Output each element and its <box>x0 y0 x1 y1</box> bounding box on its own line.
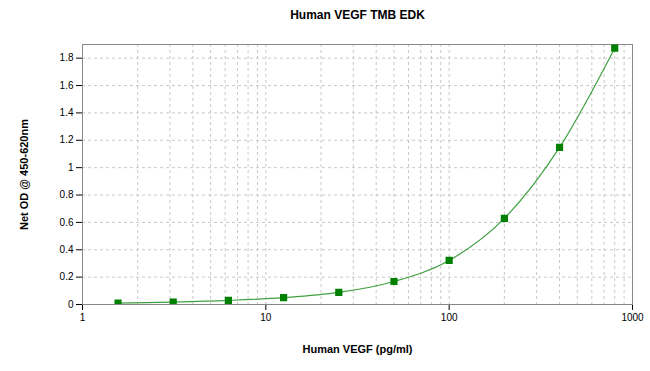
svg-text:0: 0 <box>68 299 74 310</box>
svg-text:10: 10 <box>260 312 272 323</box>
svg-text:1: 1 <box>68 162 74 173</box>
svg-text:0.4: 0.4 <box>60 244 74 255</box>
svg-text:Human VEGF TMB EDK: Human VEGF TMB EDK <box>290 8 425 22</box>
svg-text:0.2: 0.2 <box>60 271 74 282</box>
svg-text:1.6: 1.6 <box>60 80 74 91</box>
svg-text:0.6: 0.6 <box>60 217 74 228</box>
svg-text:1000: 1000 <box>621 312 644 323</box>
svg-text:1.2: 1.2 <box>60 134 74 145</box>
svg-text:Net OD @ 450-620nm: Net OD @ 450-620nm <box>18 119 30 230</box>
svg-text:1.4: 1.4 <box>60 107 74 118</box>
svg-text:1.8: 1.8 <box>60 52 74 63</box>
svg-text:0.8: 0.8 <box>60 189 74 200</box>
svg-text:Human VEGF (pg/ml): Human VEGF (pg/ml) <box>303 343 413 355</box>
svg-text:100: 100 <box>441 312 458 323</box>
svg-text:1: 1 <box>80 312 86 323</box>
